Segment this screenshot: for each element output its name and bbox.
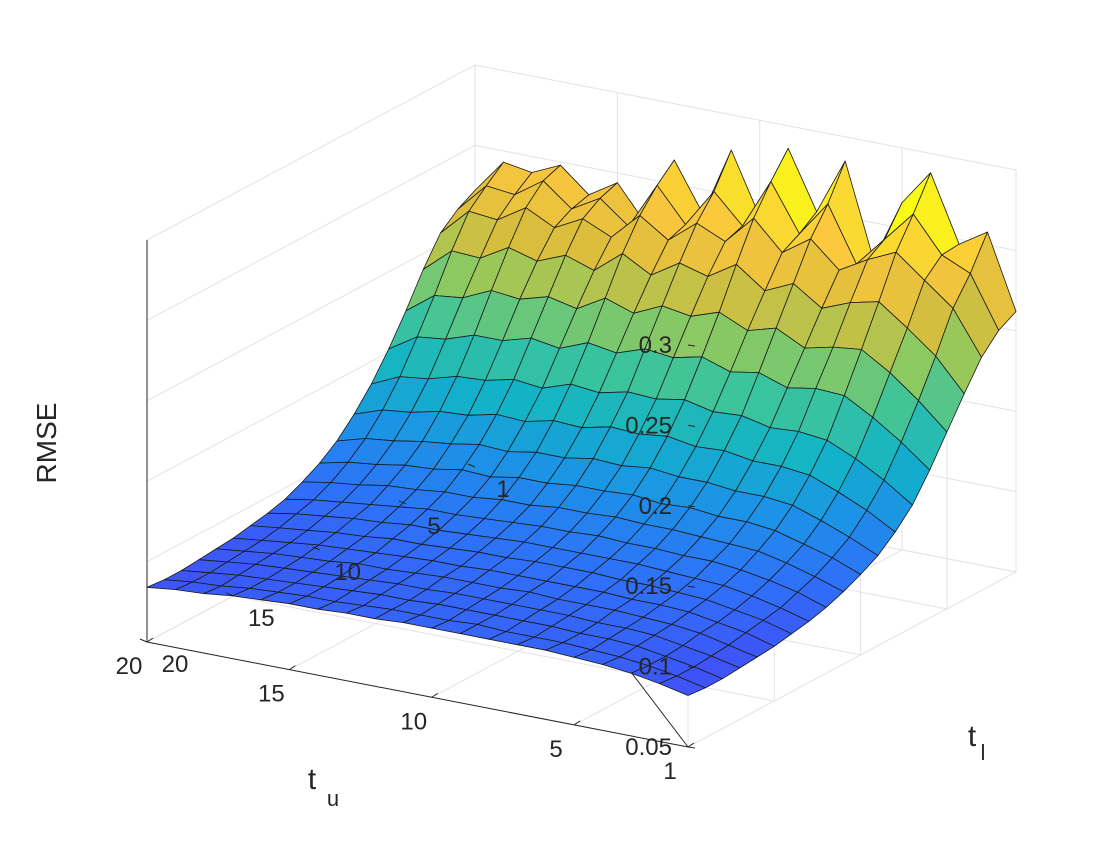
x-tick-mark: [573, 720, 581, 726]
x-tick-mark: [289, 665, 296, 671]
y-tick-label: 20: [162, 651, 189, 678]
z-tick-label: 0.1: [639, 654, 672, 681]
z-tick-label: 0.3: [639, 332, 672, 359]
y-tick-mark: [467, 463, 476, 468]
x-tick-mark: [687, 742, 695, 748]
x-axis-label: t u: [308, 763, 339, 811]
x-tick-label: 20: [116, 653, 143, 680]
surface-mesh: [146, 147, 1017, 696]
z-tick-mark: [687, 585, 696, 588]
z-tick-mark: [687, 666, 696, 669]
x-tick-label: 1: [663, 758, 676, 785]
y-tick-label: 5: [427, 513, 440, 540]
y-axis-label-main: t: [968, 720, 977, 753]
y-tick-mark: [226, 592, 234, 597]
z-tick-label: 0.25: [625, 412, 672, 439]
z-tick-label: 0.2: [639, 493, 672, 520]
x-tick-label: 15: [258, 681, 285, 708]
z-tick-mark: [687, 424, 696, 427]
y-tick-label: 10: [334, 559, 361, 586]
y-tick-label: 15: [248, 605, 275, 632]
y-tick-mark: [312, 546, 320, 551]
y-tick-mark: [398, 500, 407, 505]
y-tick-label: 1: [496, 476, 509, 503]
y-tick-mark: [139, 638, 148, 643]
x-axis-label-main: t: [308, 763, 317, 796]
x-axis-label-subscript: u: [327, 786, 339, 811]
x-tick-label: 5: [549, 736, 562, 763]
z-tick-label: 0.15: [625, 573, 672, 600]
x-tick-mark: [431, 692, 439, 698]
y-axis-label: t l: [968, 720, 986, 765]
x-axis-line: [146, 641, 689, 748]
surface-face: [659, 675, 706, 696]
x-tick-label: 10: [400, 708, 427, 735]
y-axis-label-subscript: l: [981, 740, 986, 765]
x-tick-mark: [146, 637, 154, 643]
z-tick-label: 0.05: [625, 734, 672, 761]
z-tick-mark: [687, 505, 696, 508]
z-tick-mark: [687, 344, 696, 347]
z-axis-label: RMSE: [31, 403, 62, 484]
z-tick-mark: [687, 746, 696, 749]
